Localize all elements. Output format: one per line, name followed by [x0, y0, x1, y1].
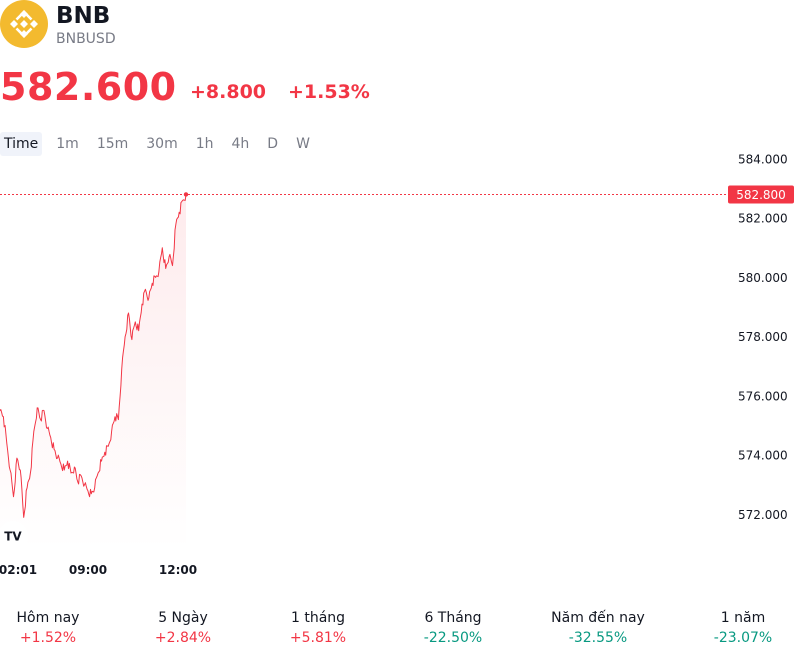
tab-1m[interactable]: 1m [56, 136, 79, 152]
x-tick-label: 12:00 [159, 563, 197, 577]
x-tick-label: 02:01 [0, 563, 37, 577]
period-label: Năm đến nay [551, 610, 645, 626]
price-change-absolute: +8.800 [190, 81, 267, 103]
period-label: 1 tháng [290, 610, 346, 626]
tab-1h[interactable]: 1h [195, 136, 214, 152]
last-price-label: 582.800 [736, 188, 786, 202]
price-change-percent: +1.53% [288, 81, 370, 103]
period-label: Hôm nay [16, 610, 80, 626]
period-value: +2.84% [154, 630, 212, 646]
y-tick-label: 574.000 [738, 449, 788, 463]
period-today[interactable]: Hôm nay +1.52% [0, 608, 113, 648]
x-tick-label: 09:00 [69, 563, 107, 577]
period-6-months[interactable]: 6 Tháng -22.50% [388, 608, 518, 648]
y-tick-label: 580.000 [738, 271, 788, 285]
y-tick-label: 584.000 [738, 152, 788, 166]
period-ytd[interactable]: Năm đến nay -32.55% [533, 608, 663, 648]
period-value: -23.07% [713, 630, 773, 646]
tab-30m[interactable]: 30m [146, 136, 178, 152]
price-area-fill [0, 194, 186, 550]
period-value: +5.81% [289, 630, 347, 646]
price-chart[interactable]: 582.800 584.000 582.000 580.000 578.000 576.… [0, 150, 800, 590]
bnb-logo-icon [0, 0, 48, 48]
last-price: 582.600 [0, 65, 177, 109]
tab-4h[interactable]: 4h [231, 136, 250, 152]
y-tick-label: 578.000 [738, 330, 788, 344]
svg-text:TV: TV [4, 530, 22, 544]
tab-15m[interactable]: 15m [96, 136, 129, 152]
period-1-year[interactable]: 1 năm -23.07% [678, 608, 800, 648]
symbol-header: BNB BNBUSD [0, 0, 800, 60]
y-tick-label: 582.000 [738, 212, 788, 226]
period-value: -32.55% [568, 630, 628, 646]
y-tick-label: 572.000 [738, 508, 788, 522]
last-price-badge [728, 185, 794, 204]
tradingview-logo-icon[interactable]: TV [0, 521, 28, 551]
period-value: -22.50% [423, 630, 483, 646]
price-series-line [0, 194, 187, 518]
period-1-month[interactable]: 1 tháng +5.81% [253, 608, 383, 648]
timeframe-tabs: Time 1m 15m 30m 1h 4h D W [0, 132, 324, 156]
tab-d[interactable]: D [267, 136, 279, 152]
period-label: 5 Ngày [158, 610, 208, 626]
y-tick-label: 576.000 [738, 389, 788, 403]
period-5-days[interactable]: 5 Ngày +2.84% [118, 608, 248, 648]
period-label: 1 năm [720, 610, 766, 626]
performance-periods: Hôm nay +1.52% 5 Ngày +2.84% 1 tháng +5.… [0, 608, 800, 652]
symbol-name: BNB [56, 3, 111, 29]
period-value: +1.52% [19, 630, 77, 646]
period-label: 6 Tháng [424, 610, 482, 626]
symbol-ticker: BNBUSD [56, 31, 116, 47]
tab-time[interactable]: Time [0, 132, 43, 156]
last-price-dot [183, 192, 189, 197]
price-row: 582.600 +8.800 +1.53% [0, 62, 800, 112]
tab-w[interactable]: W [296, 136, 310, 152]
